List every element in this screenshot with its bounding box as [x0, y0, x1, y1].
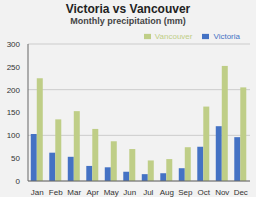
svg-text:300: 300: [8, 40, 21, 49]
html-text:Monthly precipitation (mm): Monthly precipitation (mm): [70, 16, 186, 26]
svg-text:Jan: Jan: [31, 188, 44, 197]
svg-text:Sep: Sep: [178, 188, 193, 197]
svg-text:Aug: Aug: [160, 188, 174, 197]
svg-text:100: 100: [8, 131, 21, 140]
svg-text:Jul: Jul: [143, 188, 153, 197]
svg-text:Oct: Oct: [198, 188, 211, 197]
svg-text:Apr: Apr: [87, 188, 100, 197]
svg-text:Jun: Jun: [123, 188, 136, 197]
svg-text:Mar: Mar: [67, 188, 81, 197]
svg-text:May: May: [104, 188, 119, 197]
svg-text:Nov: Nov: [215, 188, 229, 197]
html-text:Victoria vs Vancouver: Victoria vs Vancouver: [65, 2, 191, 16]
svg-text:50: 50: [11, 154, 20, 163]
svg-text:150: 150: [8, 108, 21, 117]
svg-text:Dec: Dec: [234, 188, 248, 197]
html-text:Vancouver: Vancouver: [154, 32, 193, 41]
html-text:Victoria: Victoria: [213, 32, 240, 41]
svg-text:250: 250: [8, 63, 21, 72]
svg-text:Feb: Feb: [49, 188, 63, 197]
svg-text:200: 200: [8, 86, 21, 95]
svg-text:0: 0: [16, 177, 21, 186]
